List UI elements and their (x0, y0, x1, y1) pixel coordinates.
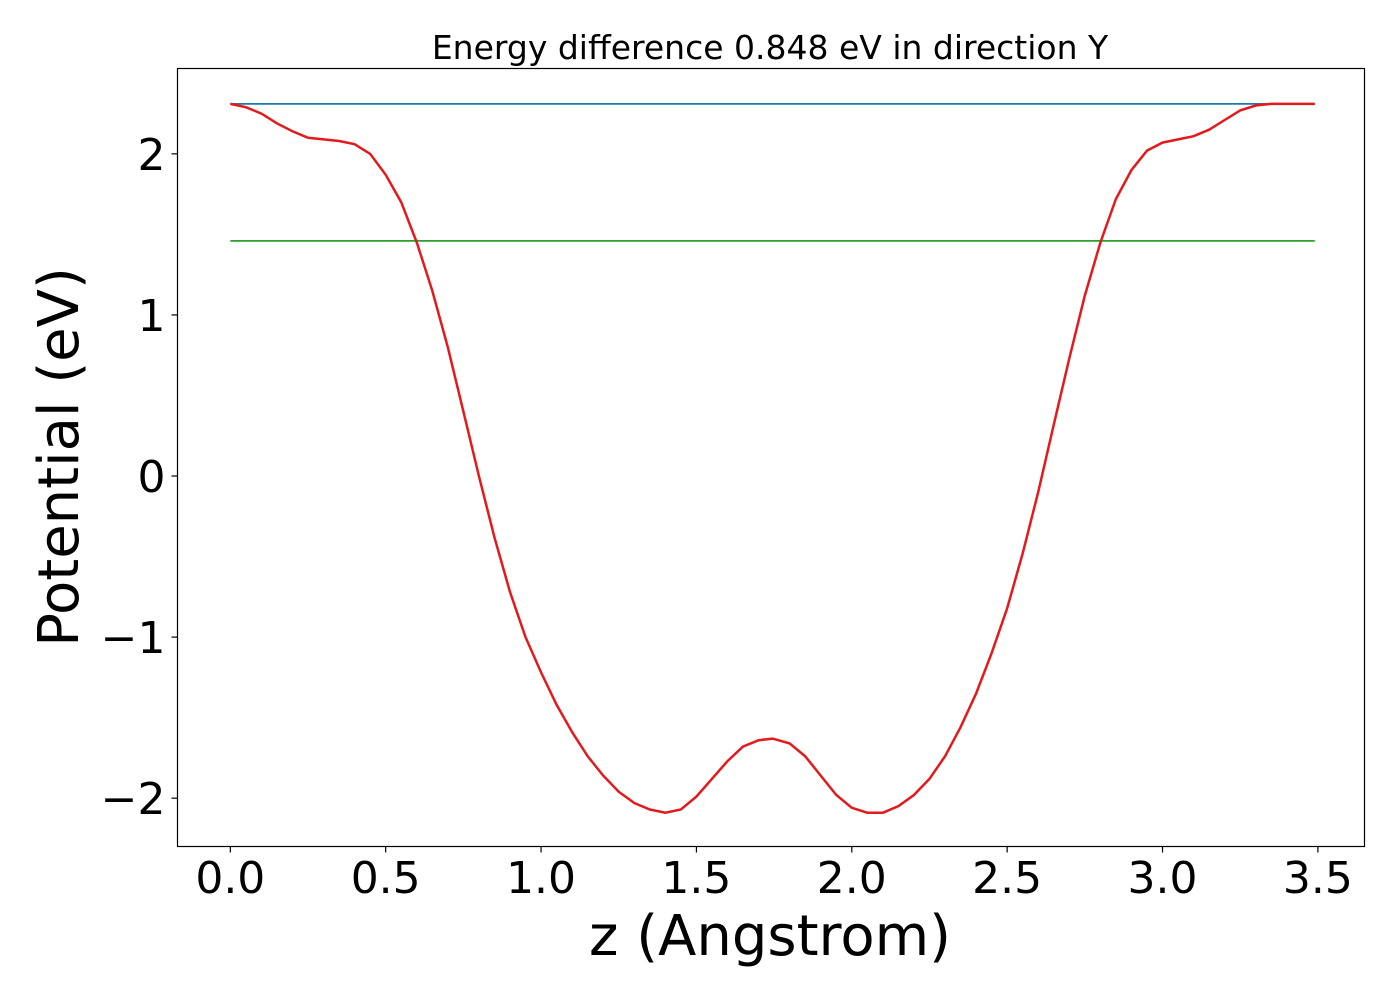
series-line-2 (230, 102, 1315, 814)
y-tick-label: 1 (138, 291, 166, 342)
chart-title: Energy difference 0.848 eV in direction … (432, 28, 1109, 67)
y-axis-label: Potential (eV) (27, 267, 92, 647)
x-tick-label: 2.5 (972, 853, 1042, 904)
x-tick-label: 1.0 (506, 853, 576, 904)
y-tick-label: −1 (101, 613, 166, 664)
y-axis: −2 −1 0 1 2 (101, 130, 178, 825)
plot-area-frame (176, 67, 1366, 848)
y-tick-label: 2 (138, 130, 166, 181)
x-tick-label: 1.5 (661, 853, 731, 904)
x-tick-label: 0.5 (351, 853, 421, 904)
x-tick-label: 0.0 (195, 853, 265, 904)
y-tick-label: 0 (138, 452, 166, 503)
x-tick-label: 3.5 (1283, 853, 1353, 904)
y-tick-label: −2 (101, 774, 166, 825)
x-tick-label: 2.0 (817, 853, 887, 904)
series-layer (230, 102, 1315, 814)
x-axis-label: z (Angstrom) (589, 904, 951, 969)
x-tick-label: 3.0 (1128, 853, 1198, 904)
x-axis: 0.0 0.5 1.0 1.5 2.0 2.5 3.0 3.5 (195, 846, 1353, 904)
